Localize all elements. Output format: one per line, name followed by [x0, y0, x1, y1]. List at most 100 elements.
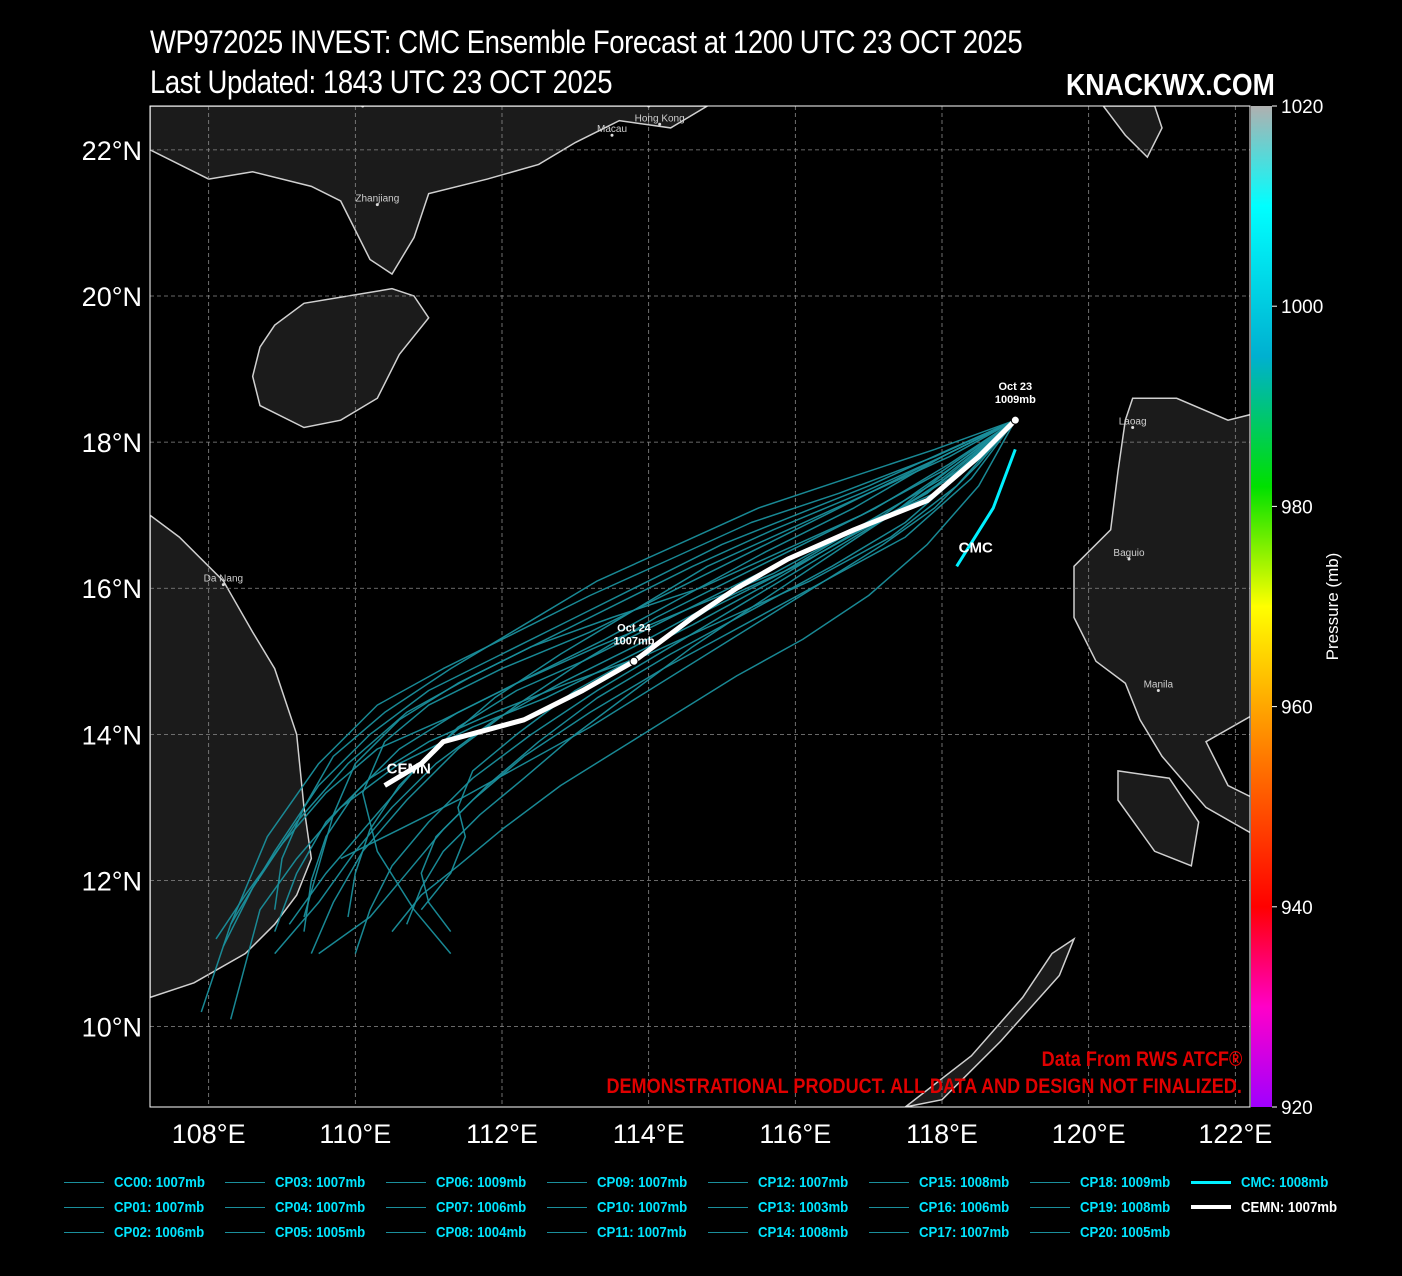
legend-item-cp14: CP14: 1008mb: [708, 1220, 861, 1244]
legend-item-cp11: CP11: 1007mb: [547, 1220, 699, 1244]
y-tick-label: 14°N: [82, 720, 142, 750]
land-layer: [150, 106, 1250, 1107]
legend-swatch: [225, 1231, 265, 1233]
track-cp10: [420, 419, 1016, 933]
legend-item-cp04: CP04: 1007mb: [225, 1195, 378, 1219]
legend-swatch: [708, 1206, 748, 1208]
place-label-baguio: Baguio: [1113, 548, 1145, 559]
place-label-kaohsiung: Kaohsiung: [1087, 91, 1134, 102]
legend-label: CP01: 1007mb: [114, 1198, 205, 1216]
place-label-da-nang: Da Nang: [204, 574, 243, 585]
pressure-colorbar: 920 940 960 980 1000 1020 Pressure (mb): [1251, 97, 1342, 1119]
legend-item-cp10: CP10: 1007mb: [547, 1195, 700, 1219]
legend-label: CP02: 1006mb: [114, 1223, 205, 1241]
legend-item-cp02: CP02: 1006mb: [64, 1220, 217, 1244]
legend-swatch: [386, 1231, 426, 1233]
colorbar-tick-label: 1000: [1281, 297, 1323, 318]
y-tick-label: 10°N: [82, 1013, 142, 1043]
legend-swatch: [869, 1181, 909, 1183]
forecast-point-oct-24: [629, 656, 639, 666]
colorbar-tick-label: 980: [1281, 497, 1313, 518]
legend-label: CEMN: 1007mb: [1241, 1198, 1338, 1216]
legend-swatch: [386, 1206, 426, 1208]
x-axis-ticks: 108°E 110°E 112°E 114°E 116°E 118°E 120°E 122°E: [172, 1119, 1273, 1149]
colorbar-gradient: [1251, 106, 1272, 1107]
legend-label: CP13: 1003mb: [758, 1198, 849, 1216]
legend-item-cc00: CC00: 1007mb: [64, 1170, 217, 1194]
x-tick-label: 112°E: [466, 1119, 538, 1149]
place-dot-manila: [1156, 689, 1160, 693]
y-axis-ticks: 10°N 12°N 14°N 16°N 18°N 20°N 22°N: [82, 136, 142, 1043]
vietnam-coast: [150, 514, 313, 999]
legend-label: CP07: 1006mb: [436, 1198, 527, 1216]
track-cp09: [273, 419, 1016, 910]
track-cp12: [222, 419, 1016, 947]
y-tick-label: 20°N: [82, 282, 142, 312]
legend-item-cp08: CP08: 1004mb: [386, 1220, 539, 1244]
x-tick-label: 114°E: [613, 1119, 685, 1149]
x-tick-label: 122°E: [1198, 1119, 1272, 1149]
x-tick-label: 110°E: [319, 1119, 391, 1149]
legend-swatch: [1030, 1231, 1070, 1233]
colorbar-tick-label: 1020: [1281, 97, 1323, 118]
legend-label: CC00: 1007mb: [114, 1173, 205, 1191]
legend-swatch: [547, 1181, 587, 1183]
legend-swatch: [869, 1231, 909, 1233]
legend-swatch: [547, 1231, 587, 1233]
colorbar-tick-label: 920: [1281, 1098, 1313, 1119]
place-dot-da-nang: [221, 583, 225, 587]
place-dot-baguio: [1127, 557, 1131, 561]
legend-swatch: [225, 1181, 265, 1183]
legend-swatch: [708, 1181, 748, 1183]
legend-label: CP06: 1009mb: [436, 1173, 527, 1191]
track-cp18: [347, 419, 1016, 918]
x-tick-label: 108°E: [172, 1119, 246, 1149]
chart-title: WP972025 INVEST: CMC Ensemble Forecast a…: [150, 24, 1023, 60]
palawan-island: [904, 936, 1076, 1107]
last-updated: Last Updated: 1843 UTC 23 OCT 2025: [150, 64, 613, 100]
plot-frame: [149, 105, 1251, 1108]
legend-label: CMC: 1008mb: [1241, 1173, 1329, 1191]
track-cp20: [200, 419, 1016, 1013]
legend-label: CP14: 1008mb: [758, 1223, 849, 1241]
legend-item-cmc: CMC: 1008mb: [1191, 1170, 1340, 1194]
legend-label: CP18: 1009mb: [1080, 1173, 1171, 1191]
legend-swatch: [225, 1206, 265, 1208]
legend-label: CP10: 1007mb: [597, 1198, 688, 1216]
legend-swatch: [1191, 1205, 1231, 1209]
south-china-coast: [150, 106, 709, 276]
colorbar-tick-label: 960: [1281, 698, 1313, 719]
place-label-shenzhen: Shenzhen: [626, 95, 671, 106]
legend-swatch: [386, 1181, 426, 1183]
legend-item-cp01: CP01: 1007mb: [64, 1195, 217, 1219]
place-label-manila: Manila: [1144, 680, 1174, 691]
legend-swatch: [869, 1206, 909, 1208]
hainan-island: [251, 287, 430, 429]
place-label-zhanjiang: Zhanjiang: [355, 194, 399, 205]
colorbar-tick-label: 940: [1281, 898, 1313, 919]
track-cp04: [230, 419, 1016, 925]
legend-item-cp09: CP09: 1007mb: [547, 1170, 700, 1194]
point-label-date: Oct 24: [617, 622, 652, 634]
point-label-pressure: 1007mb: [614, 635, 655, 647]
legend-label: CP19: 1008mb: [1080, 1198, 1171, 1216]
x-tick-label: 116°E: [759, 1119, 831, 1149]
place-label-laoag: Laoag: [1119, 416, 1147, 427]
y-tick-label: 18°N: [82, 428, 142, 458]
track-cp05: [229, 419, 1016, 1020]
cmc-track-label: CMC: [959, 539, 993, 556]
legend-item-cp05: CP05: 1005mb: [225, 1220, 378, 1244]
place-dot-macau: [610, 133, 614, 137]
legend-label: CP16: 1006mb: [919, 1198, 1010, 1216]
brand-logo-text: KNACKWX.COM: [1066, 67, 1275, 102]
legend-item-cp06: CP06: 1009mb: [386, 1170, 539, 1194]
legend-swatch: [64, 1231, 104, 1233]
legend-item-cp15: CP15: 1008mb: [869, 1170, 1022, 1194]
track-cp15: [340, 419, 1016, 860]
taiwan-south: [1102, 106, 1163, 159]
legend-item-cemn: CEMN: 1007mb: [1191, 1195, 1350, 1219]
place-dot-laoag: [1131, 425, 1135, 429]
legend-label: CP04: 1007mb: [275, 1198, 366, 1216]
